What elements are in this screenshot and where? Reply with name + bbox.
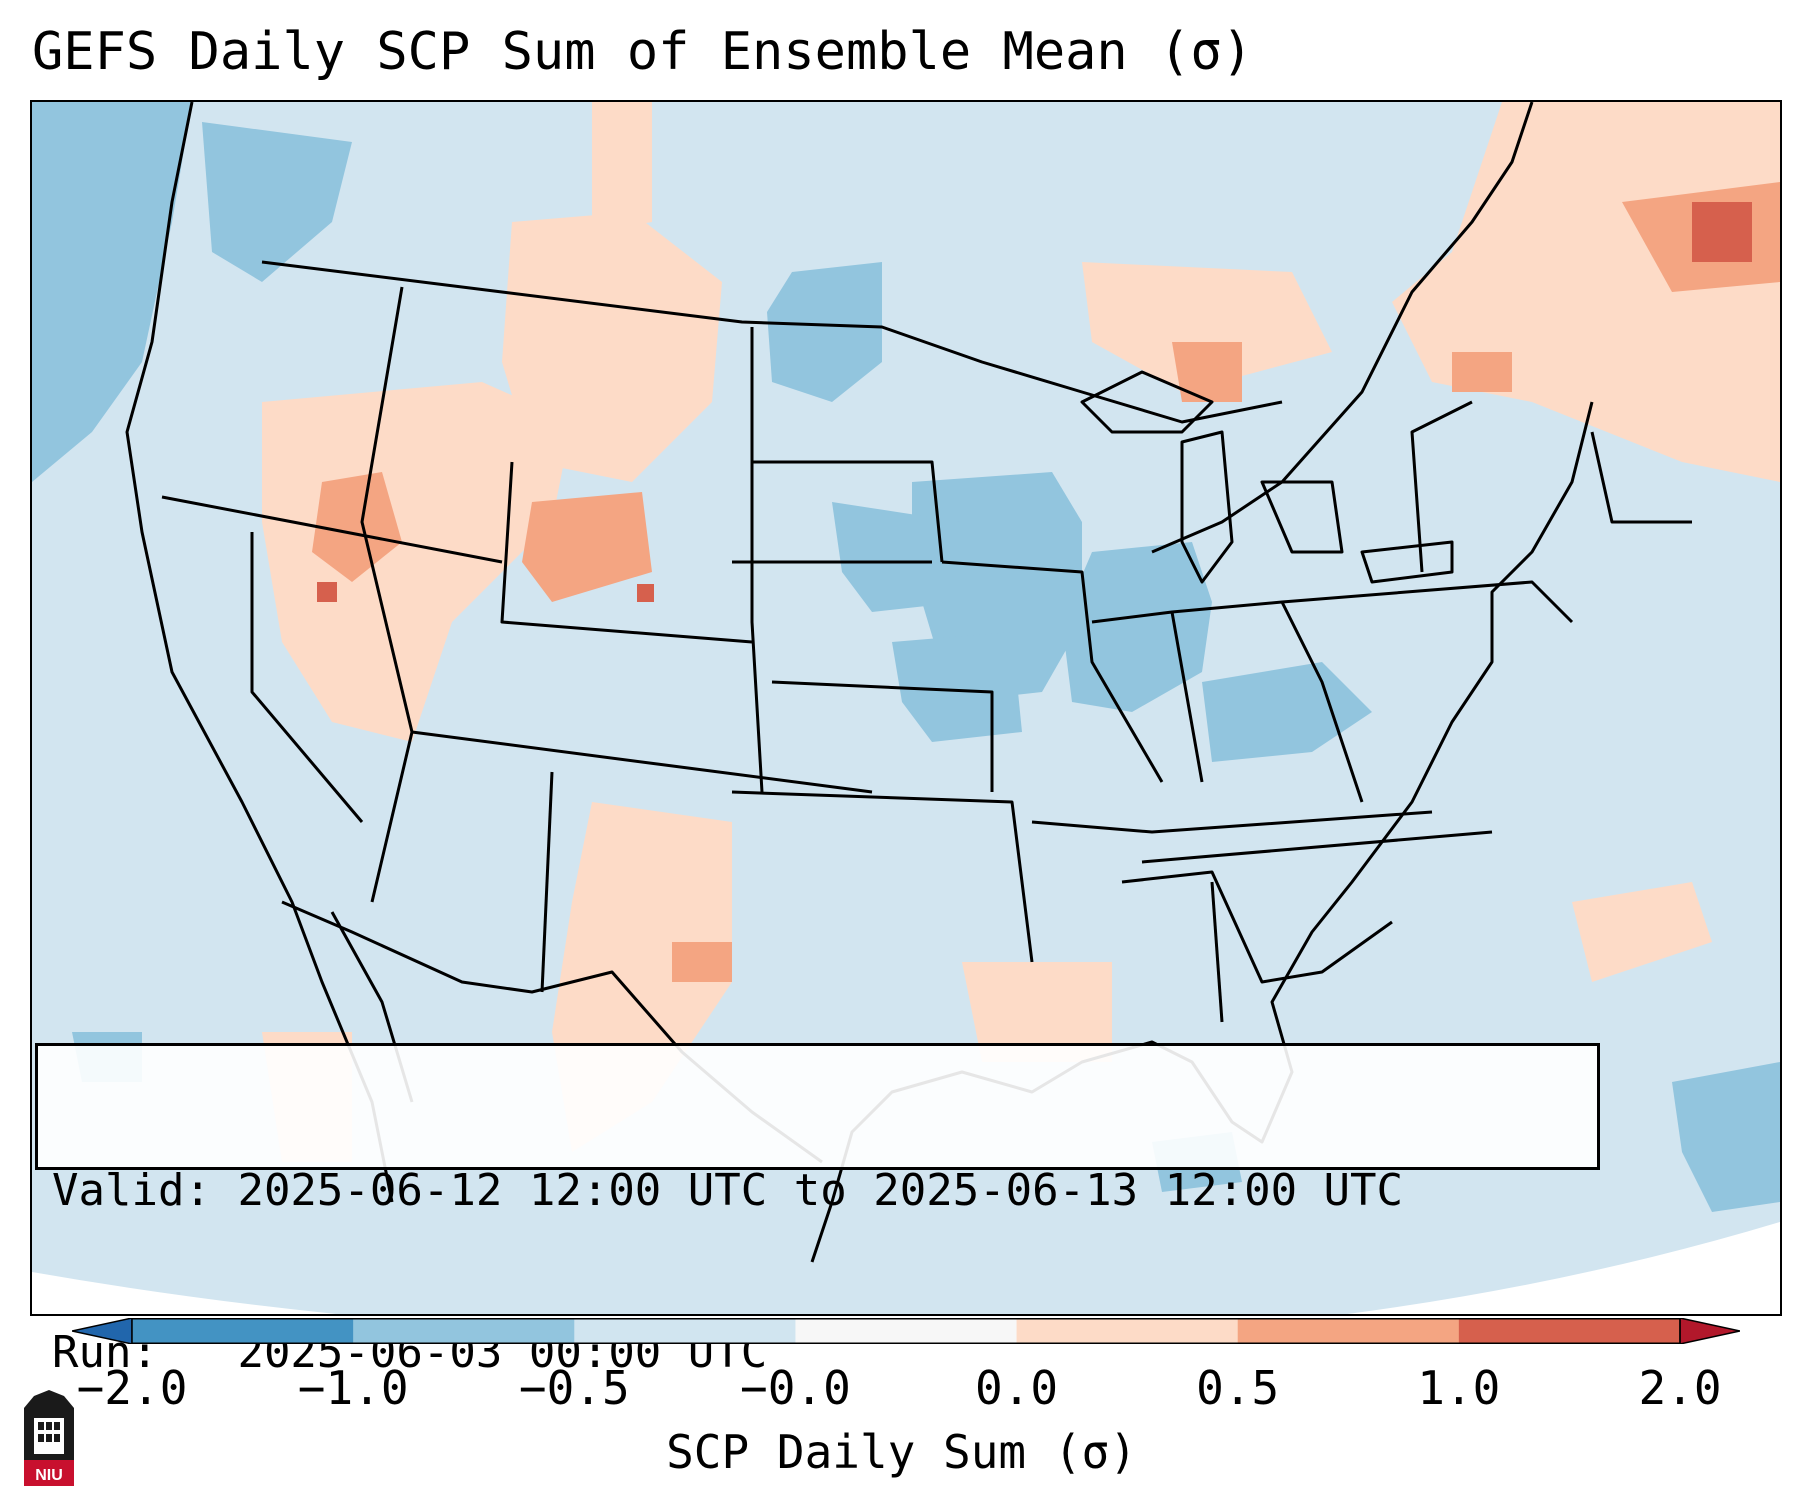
niu-logo: NIU (24, 1390, 74, 1486)
logo-text: NIU (35, 1467, 63, 1484)
projection-outside-area (32, 1222, 1780, 1314)
strong-positive-anomaly-regions (312, 182, 1780, 982)
colorbar-tick-label: −2.0 (76, 1361, 188, 1415)
colorbar-tick-label: 2.0 (1638, 1361, 1722, 1415)
map-canvas (32, 102, 1780, 1314)
colorbar-segment (795, 1318, 1018, 1344)
colorbar-tick-label: 0.5 (1196, 1361, 1280, 1415)
colorbar-segment (1458, 1318, 1681, 1344)
map-title: GEFS Daily SCP Sum of Ensemble Mean (σ) (32, 22, 1253, 82)
colorbar-outline (131, 1318, 1681, 1344)
colorbar-segment (353, 1318, 575, 1344)
colorbar-tick-label: −0.0 (740, 1361, 851, 1415)
colorbar-segment (574, 1318, 796, 1344)
colorbar-tick-label: −1.0 (297, 1361, 409, 1415)
colorbar-tick-label: 1.0 (1417, 1361, 1501, 1415)
colorbar-over-extend (1679, 1318, 1740, 1344)
valid-run-info-box: Valid: 2025-06-12 12:00 UTC to 2025-06-1… (35, 1043, 1600, 1378)
colorbar-tick-label: −0.5 (518, 1361, 630, 1415)
colorbar-under-extend (72, 1318, 133, 1344)
colorbar-segment (1237, 1318, 1460, 1344)
valid-line: Valid: 2025-06-12 12:00 UTC to 2025-06-1… (52, 1164, 1583, 1218)
colorbar (72, 1318, 1740, 1344)
valid-value: 2025-06-12 12:00 UTC to 2025-06-13 12:00… (237, 1165, 1404, 1216)
colorbar-tick-label: 0.0 (975, 1361, 1059, 1415)
negative-anomaly-regions (32, 102, 1780, 1212)
very-strong-positive-anomaly-regions (317, 202, 1752, 602)
colorbar-segment (132, 1318, 354, 1344)
colorbar-label: SCP Daily Sum (σ) (666, 1425, 1137, 1479)
colorbar-segment (1016, 1318, 1239, 1344)
valid-label: Valid: (52, 1165, 211, 1216)
